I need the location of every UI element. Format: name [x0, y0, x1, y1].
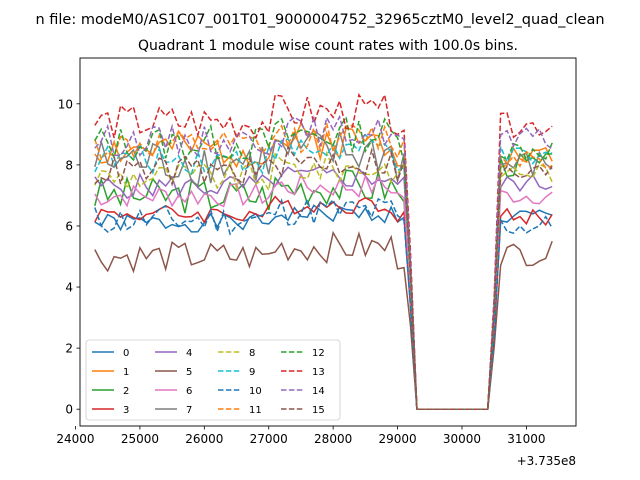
x-tick-label: 24000	[56, 432, 94, 446]
legend-label-1: 1	[123, 367, 129, 378]
legend-label-5: 5	[186, 367, 192, 378]
y-tick-label: 2	[65, 342, 73, 356]
legend-label-14: 14	[312, 386, 325, 397]
legend-label-8: 8	[249, 348, 255, 359]
x-offset-label: +3.735e8	[517, 454, 576, 468]
y-tick-label: 8	[65, 158, 73, 172]
y-tick-label: 6	[65, 219, 73, 233]
plot-frame	[79, 57, 577, 427]
x-tick-label: 29000	[378, 432, 416, 446]
legend-label-15: 15	[312, 405, 325, 416]
series-line-9	[94, 133, 553, 410]
x-tick-label: 30000	[443, 432, 481, 446]
x-tick-label: 27000	[250, 432, 288, 446]
x-tick-label: 31000	[507, 432, 545, 446]
legend-label-0: 0	[123, 348, 129, 359]
y-tick-label: 10	[58, 97, 73, 111]
legend-label-13: 13	[312, 367, 325, 378]
x-tick-label: 25000	[121, 432, 159, 446]
legend-box	[85, 339, 341, 421]
series-line-15	[94, 145, 553, 410]
legend-label-7: 7	[186, 405, 192, 416]
legend-label-12: 12	[312, 348, 325, 359]
x-tick-label: 28000	[314, 432, 352, 446]
legend-label-11: 11	[249, 405, 262, 416]
y-tick-label: 4	[65, 281, 73, 295]
series-layer	[94, 92, 553, 410]
series-line-11	[94, 123, 553, 410]
x-tick-label: 26000	[185, 432, 223, 446]
y-axis: 0 2 4 6 8 10	[58, 97, 80, 417]
legend-label-3: 3	[123, 405, 129, 416]
legend-label-4: 4	[186, 348, 192, 359]
legend-label-2: 2	[123, 386, 129, 397]
y-tick-label: 0	[65, 403, 73, 417]
legend-label-6: 6	[186, 386, 192, 397]
chart-title: Quadrant 1 module wise count rates with …	[138, 38, 518, 54]
figure-suptitle: n file: modeM0/AS1C07_001T01_9000004752_…	[35, 12, 604, 28]
legend-label-10: 10	[249, 386, 262, 397]
legend-label-9: 9	[249, 367, 255, 378]
x-axis: 24000 25000 26000 27000 28000 29000 30000 31000	[56, 426, 545, 446]
